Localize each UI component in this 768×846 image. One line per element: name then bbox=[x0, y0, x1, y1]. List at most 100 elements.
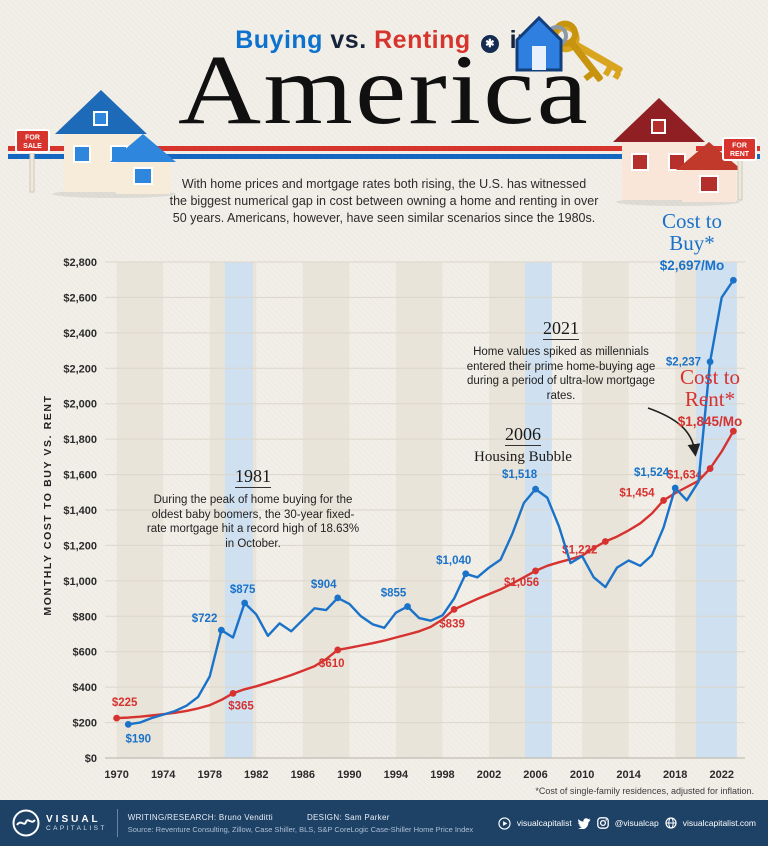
svg-text:$2,400: $2,400 bbox=[63, 328, 97, 340]
youtube-handle[interactable]: visualcapitalist bbox=[516, 818, 572, 828]
svg-text:RENT: RENT bbox=[730, 151, 750, 158]
svg-text:$600: $600 bbox=[73, 647, 97, 659]
svg-text:$1,518: $1,518 bbox=[502, 469, 538, 481]
youtube-icon[interactable] bbox=[498, 816, 511, 830]
svg-text:$1,600: $1,600 bbox=[63, 470, 97, 482]
intro-line: the biggest numerical gap in cost betwee… bbox=[169, 193, 599, 208]
red-houses-illustration: FOR RENT bbox=[613, 98, 757, 206]
svg-text:1990: 1990 bbox=[337, 769, 361, 781]
svg-text:$1,634: $1,634 bbox=[667, 470, 703, 482]
title-word-vs: vs. bbox=[330, 26, 367, 54]
annotation-2006: 2006 Housing Bubble bbox=[448, 424, 598, 466]
cost-to-buy-line1: Cost to bbox=[661, 209, 723, 233]
annotation-arrow-icon bbox=[647, 407, 701, 457]
annotation-2021-text: Home values spiked as millennials entere… bbox=[466, 346, 656, 403]
svg-text:$875: $875 bbox=[230, 584, 256, 596]
svg-text:$1,524: $1,524 bbox=[634, 467, 670, 479]
svg-text:1974: 1974 bbox=[151, 769, 176, 781]
annotation-2006-text: Housing Bubble bbox=[474, 449, 572, 465]
svg-text:$2,000: $2,000 bbox=[63, 399, 97, 411]
svg-text:$1,056: $1,056 bbox=[504, 577, 539, 589]
svg-text:FOR: FOR bbox=[25, 135, 40, 142]
svg-text:$225: $225 bbox=[112, 697, 138, 709]
svg-text:2010: 2010 bbox=[570, 769, 594, 781]
svg-text:$800: $800 bbox=[73, 611, 97, 623]
instagram-icon[interactable] bbox=[596, 817, 609, 829]
svg-text:1986: 1986 bbox=[291, 769, 315, 781]
svg-text:$1,222: $1,222 bbox=[562, 545, 597, 557]
svg-text:2018: 2018 bbox=[663, 769, 687, 781]
house-keyfob-icon bbox=[515, 15, 563, 72]
footer-credits: WRITING/RESEARCH: Bruno Venditti DESIGN:… bbox=[128, 813, 473, 834]
annotation-2021: 2021 Home values spiked as millennials e… bbox=[462, 318, 660, 404]
svg-text:$365: $365 bbox=[228, 700, 254, 712]
svg-text:$2,600: $2,600 bbox=[63, 292, 97, 304]
footer-social: visualcapitalist @visualcap visualcapita… bbox=[498, 816, 756, 830]
globe-icon[interactable] bbox=[665, 817, 677, 829]
svg-text:1978: 1978 bbox=[197, 769, 221, 781]
svg-text:$400: $400 bbox=[73, 682, 97, 694]
small-blue-house bbox=[110, 134, 176, 194]
annotation-1981: 1981 During the peak of home buying for … bbox=[145, 466, 361, 552]
svg-text:1998: 1998 bbox=[430, 769, 454, 781]
title-badge-icon: ✱ bbox=[481, 35, 500, 53]
annotation-2006-year: 2006 bbox=[505, 424, 541, 446]
for-sale-sign: FOR SALE bbox=[15, 129, 50, 193]
svg-text:$1,000: $1,000 bbox=[63, 576, 97, 588]
twitter-handle[interactable]: @visualcap bbox=[614, 818, 659, 828]
footer-divider bbox=[116, 809, 118, 837]
blue-houses-illustration: FOR SALE bbox=[15, 90, 176, 198]
footer-bar: VISUAL CAPITALIST WRITING/RESEARCH: Brun… bbox=[0, 800, 768, 846]
svg-text:$190: $190 bbox=[125, 733, 151, 745]
cost-chart: $0 $200 $400 $600 $800 $1,000 $1,200 $1,400 $1,6… bbox=[63, 257, 745, 781]
svg-text:1970: 1970 bbox=[104, 769, 128, 781]
svg-text:$200: $200 bbox=[73, 718, 97, 730]
keys-illustration bbox=[515, 15, 623, 82]
title-word-buying: Buying bbox=[235, 26, 323, 54]
cost-to-rent-label: Cost to Rent* $1,845/Mo bbox=[656, 366, 764, 429]
blue-stripe-divider bbox=[8, 154, 760, 159]
twitter-icon[interactable] bbox=[577, 817, 591, 829]
svg-text:$1,400: $1,400 bbox=[63, 505, 97, 517]
svg-text:$1,200: $1,200 bbox=[63, 540, 97, 552]
source-line: Source: Reventure Consulting, Zillow, Ca… bbox=[127, 824, 474, 834]
svg-text:$2,200: $2,200 bbox=[63, 363, 97, 375]
annotation-2021-year: 2021 bbox=[543, 318, 579, 340]
svg-text:FOR: FOR bbox=[732, 143, 747, 150]
cost-to-buy-line2: Buy* bbox=[669, 231, 715, 256]
svg-text:2014: 2014 bbox=[616, 769, 641, 781]
annotation-1981-text: During the peak of home buying for the o… bbox=[146, 494, 360, 551]
svg-text:$1,800: $1,800 bbox=[63, 434, 97, 446]
red-stripe-divider bbox=[8, 146, 760, 151]
svg-text:$1,040: $1,040 bbox=[436, 555, 471, 567]
vc-logo-icon bbox=[12, 809, 40, 837]
svg-text:$904: $904 bbox=[311, 579, 337, 591]
cost-to-buy-label: Cost to Buy* $2,697/Mo bbox=[628, 210, 756, 273]
logo-text-visual: VISUAL bbox=[46, 813, 101, 825]
website-link[interactable]: visualcapitalist.com bbox=[682, 818, 756, 828]
credit-writing: WRITING/RESEARCH: Bruno Venditti bbox=[127, 812, 273, 822]
svg-text:1982: 1982 bbox=[244, 769, 268, 781]
cost-to-buy-value: $2,697/Mo bbox=[659, 258, 725, 274]
credit-design: DESIGN: Sam Parker bbox=[306, 812, 390, 822]
cost-to-rent-value: $1,845/Mo bbox=[677, 414, 743, 430]
svg-text:$2,237: $2,237 bbox=[666, 357, 701, 369]
intro-line: With home prices and mortgage rates both… bbox=[181, 177, 587, 191]
svg-text:1994: 1994 bbox=[384, 769, 409, 781]
svg-text:$2,800: $2,800 bbox=[63, 257, 97, 269]
svg-text:$0: $0 bbox=[85, 753, 97, 765]
visual-capitalist-logo: VISUAL CAPITALIST bbox=[12, 809, 107, 837]
logo-text-capitalist: CAPITALIST bbox=[46, 824, 107, 832]
svg-text:SALE: SALE bbox=[23, 143, 42, 150]
intro-line: 50 years. Americans, however, have seen … bbox=[172, 210, 596, 225]
svg-text:2006: 2006 bbox=[523, 769, 547, 781]
annotation-1981-year: 1981 bbox=[235, 466, 271, 488]
svg-text:$855: $855 bbox=[381, 588, 407, 600]
svg-text:$1,454: $1,454 bbox=[619, 487, 655, 499]
intro-paragraph: With home prices and mortgage rates both… bbox=[114, 176, 654, 227]
svg-text:2002: 2002 bbox=[477, 769, 501, 781]
cost-to-rent-line1: Cost to bbox=[679, 365, 741, 389]
chart-footnote: *Cost of single-family residences, adjus… bbox=[535, 786, 754, 796]
svg-text:$610: $610 bbox=[319, 658, 345, 670]
